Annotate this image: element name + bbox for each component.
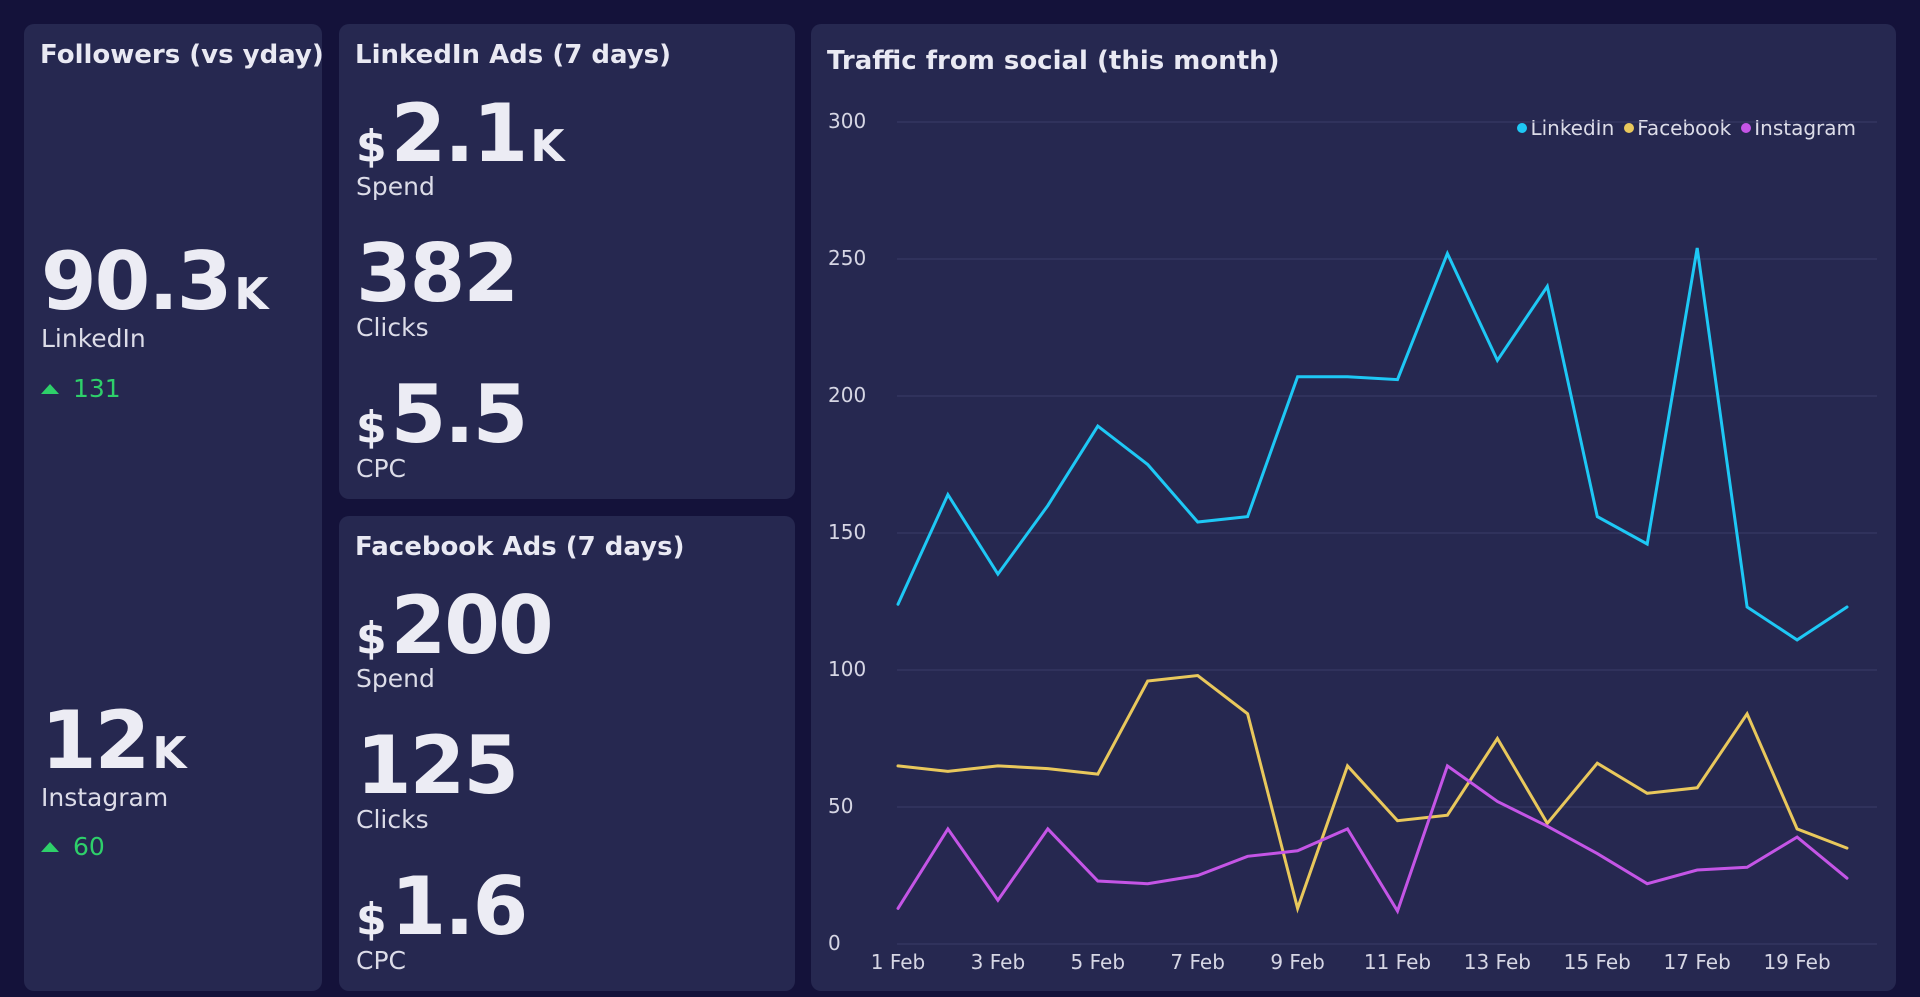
linkedin-spend-unit: K (530, 121, 565, 172)
legend-item-facebook[interactable]: Facebook (1624, 116, 1731, 140)
facebook-spend-currency: $ (356, 613, 387, 664)
x-tick-label-9-feb: 9 Feb (1270, 950, 1325, 974)
series-line-instagram (896, 763, 1849, 915)
instagram-followers-number: 12 (41, 694, 150, 787)
y-tick-label-200: 200 (828, 383, 866, 407)
y-tick-label-0: 0 (828, 931, 841, 955)
facebook-ads-card: Facebook Ads (7 days) $200 Spend 125 Cli… (339, 516, 795, 991)
x-tick-label-19-feb: 19 Feb (1763, 950, 1830, 974)
facebook-clicks-value: 125 (356, 719, 519, 812)
x-tick-label-3-feb: 3 Feb (971, 950, 1026, 974)
instagram-followers-unit: K (152, 728, 187, 779)
linkedin-cpc-currency: $ (356, 402, 387, 453)
series-line-facebook (896, 673, 1849, 914)
traffic-line-chart: 0 50 100 150 200 250 300 1 Feb 3 Feb 5 Feb 7 Feb 9 … (828, 109, 1877, 974)
linkedin-cpc-value: $5.5 (356, 375, 528, 455)
linkedin-clicks-value: 382 (356, 227, 519, 320)
chart-legend: LinkedIn Facebook Instagram (1517, 116, 1856, 140)
facebook-cpc-label: CPC (356, 946, 406, 975)
legend-dot-linkedin (1517, 123, 1528, 133)
facebook-cpc-number: 1.6 (390, 860, 529, 953)
linkedin-followers-number: 90.3 (41, 235, 232, 328)
legend-item-instagram[interactable]: Instagram (1741, 116, 1856, 140)
linkedin-followers-value: 90.3K (41, 242, 269, 322)
x-tick-label-7-feb: 7 Feb (1170, 950, 1225, 974)
facebook-spend-number: 200 (390, 579, 554, 672)
linkedin-spend-value: $2.1K (356, 94, 564, 174)
facebook-cpc-currency: $ (356, 894, 387, 945)
instagram-followers-label: Instagram (41, 783, 169, 812)
x-tick-label-1-feb: 1 Feb (871, 950, 926, 974)
y-tick-label-250: 250 (828, 246, 866, 270)
linkedin-followers-delta: 131 (41, 374, 121, 403)
linkedin-followers-unit: K (234, 269, 269, 320)
legend-dot-instagram (1741, 123, 1752, 133)
facebook-spend-value: $200 (356, 586, 554, 666)
followers-card: Followers (vs yday) 90.3K LinkedIn 131 1… (24, 24, 324, 991)
instagram-followers-value: 12K (41, 701, 186, 781)
followers-card-title: Followers (vs yday) (40, 40, 324, 70)
triangle-up-icon (41, 383, 59, 394)
chart-title: Traffic from social (this month) (827, 46, 1280, 76)
legend-label-facebook: Facebook (1637, 116, 1732, 140)
instagram-followers-delta: 60 (41, 832, 105, 861)
linkedin-spend-label: Spend (356, 172, 435, 201)
linkedin-cpc-label: CPC (356, 454, 406, 483)
facebook-ads-title: Facebook Ads (7 days) (355, 532, 685, 562)
linkedin-cpc-number: 5.5 (390, 368, 529, 461)
x-tick-label-17-feb: 17 Feb (1664, 950, 1731, 974)
x-tick-label-13-feb: 13 Feb (1464, 950, 1531, 974)
y-tick-label-50: 50 (828, 794, 853, 818)
legend-dot-facebook (1624, 123, 1635, 133)
legend-item-linkedin[interactable]: LinkedIn (1517, 116, 1614, 140)
x-tick-label-11-feb: 11 Feb (1364, 950, 1431, 974)
traffic-chart-card: Traffic from social (this month) LinkedI… (811, 24, 1896, 991)
x-tick-label-15-feb: 15 Feb (1564, 950, 1631, 974)
y-tick-label-100: 100 (828, 657, 866, 681)
triangle-up-icon (41, 841, 59, 852)
linkedin-ads-card: LinkedIn Ads (7 days) $2.1K Spend 382 Cl… (339, 24, 795, 499)
x-tick-label-5-feb: 5 Feb (1071, 950, 1126, 974)
linkedin-ads-title: LinkedIn Ads (7 days) (355, 40, 672, 70)
facebook-clicks-label: Clicks (356, 805, 429, 834)
y-tick-label-300: 300 (828, 109, 866, 133)
legend-label-linkedin: LinkedIn (1530, 116, 1615, 140)
linkedin-followers-delta-value: 131 (73, 374, 121, 403)
linkedin-spend-number: 2.1 (390, 87, 529, 180)
y-tick-label-150: 150 (828, 520, 866, 544)
legend-label-instagram: Instagram (1754, 116, 1856, 140)
facebook-spend-label: Spend (356, 664, 435, 693)
series-line-linkedin (896, 247, 1849, 642)
instagram-followers-delta-value: 60 (73, 832, 105, 861)
facebook-cpc-value: $1.6 (356, 867, 528, 947)
linkedin-clicks-label: Clicks (356, 313, 429, 342)
linkedin-followers-label: LinkedIn (41, 324, 146, 353)
linkedin-spend-currency: $ (356, 121, 387, 172)
